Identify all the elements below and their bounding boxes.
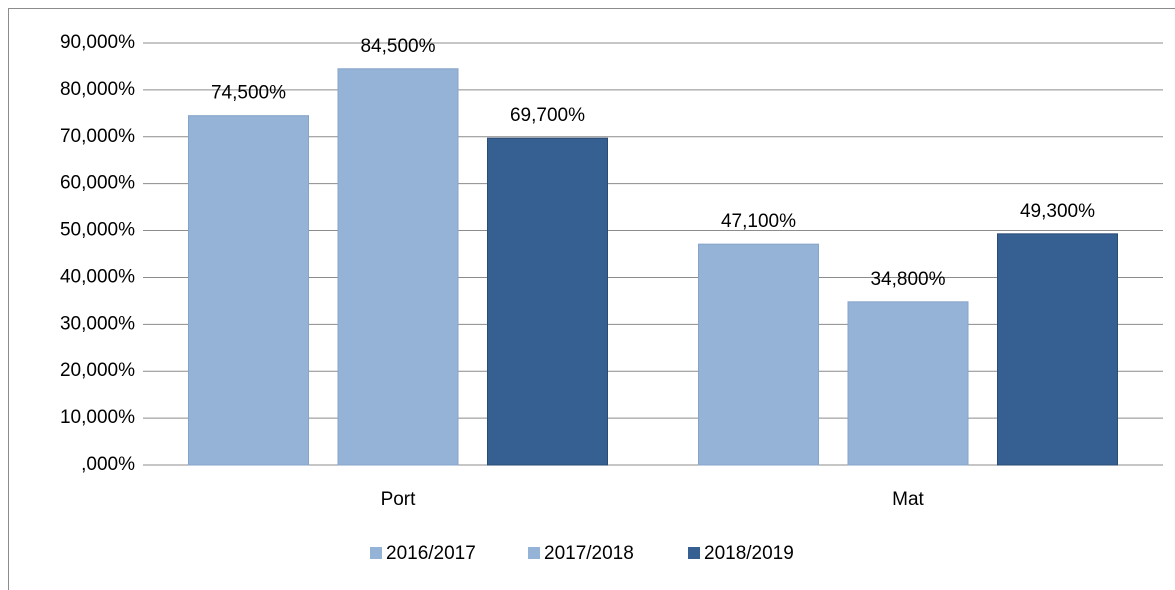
y-tick-label: 40,000%: [60, 266, 135, 287]
bar: [997, 233, 1118, 466]
bar: [188, 115, 309, 466]
legend-swatch: [370, 547, 382, 559]
legend-label: 2016/2017: [386, 543, 476, 564]
bar: [698, 243, 819, 466]
value-label: 47,100%: [721, 211, 796, 232]
y-tick-label: 70,000%: [60, 126, 135, 147]
value-label: 49,300%: [1020, 201, 1095, 222]
y-tick-label: 30,000%: [60, 313, 135, 334]
y-tick-label: 90,000%: [60, 32, 135, 53]
y-tick-label: 20,000%: [60, 360, 135, 381]
bar: [487, 137, 608, 466]
legend-label: 2017/2018: [544, 543, 634, 564]
legend-label: 2018/2019: [704, 543, 794, 564]
value-label: 34,800%: [870, 269, 945, 290]
y-tick-label: 50,000%: [60, 220, 135, 241]
bar: [847, 301, 969, 466]
y-tick-label: 60,000%: [60, 173, 135, 194]
y-tick-label: 80,000%: [60, 79, 135, 100]
bar: [337, 68, 459, 466]
x-tick-label: Port: [381, 489, 417, 510]
value-label: 74,500%: [211, 83, 286, 104]
y-tick-label: ,000%: [81, 454, 135, 475]
value-label: 84,500%: [360, 36, 435, 57]
legend-swatch: [688, 547, 700, 559]
value-label: 69,700%: [510, 105, 585, 126]
y-tick-label: 10,000%: [60, 407, 135, 428]
legend-swatch: [528, 547, 540, 559]
x-tick-label: Mat: [892, 489, 924, 510]
